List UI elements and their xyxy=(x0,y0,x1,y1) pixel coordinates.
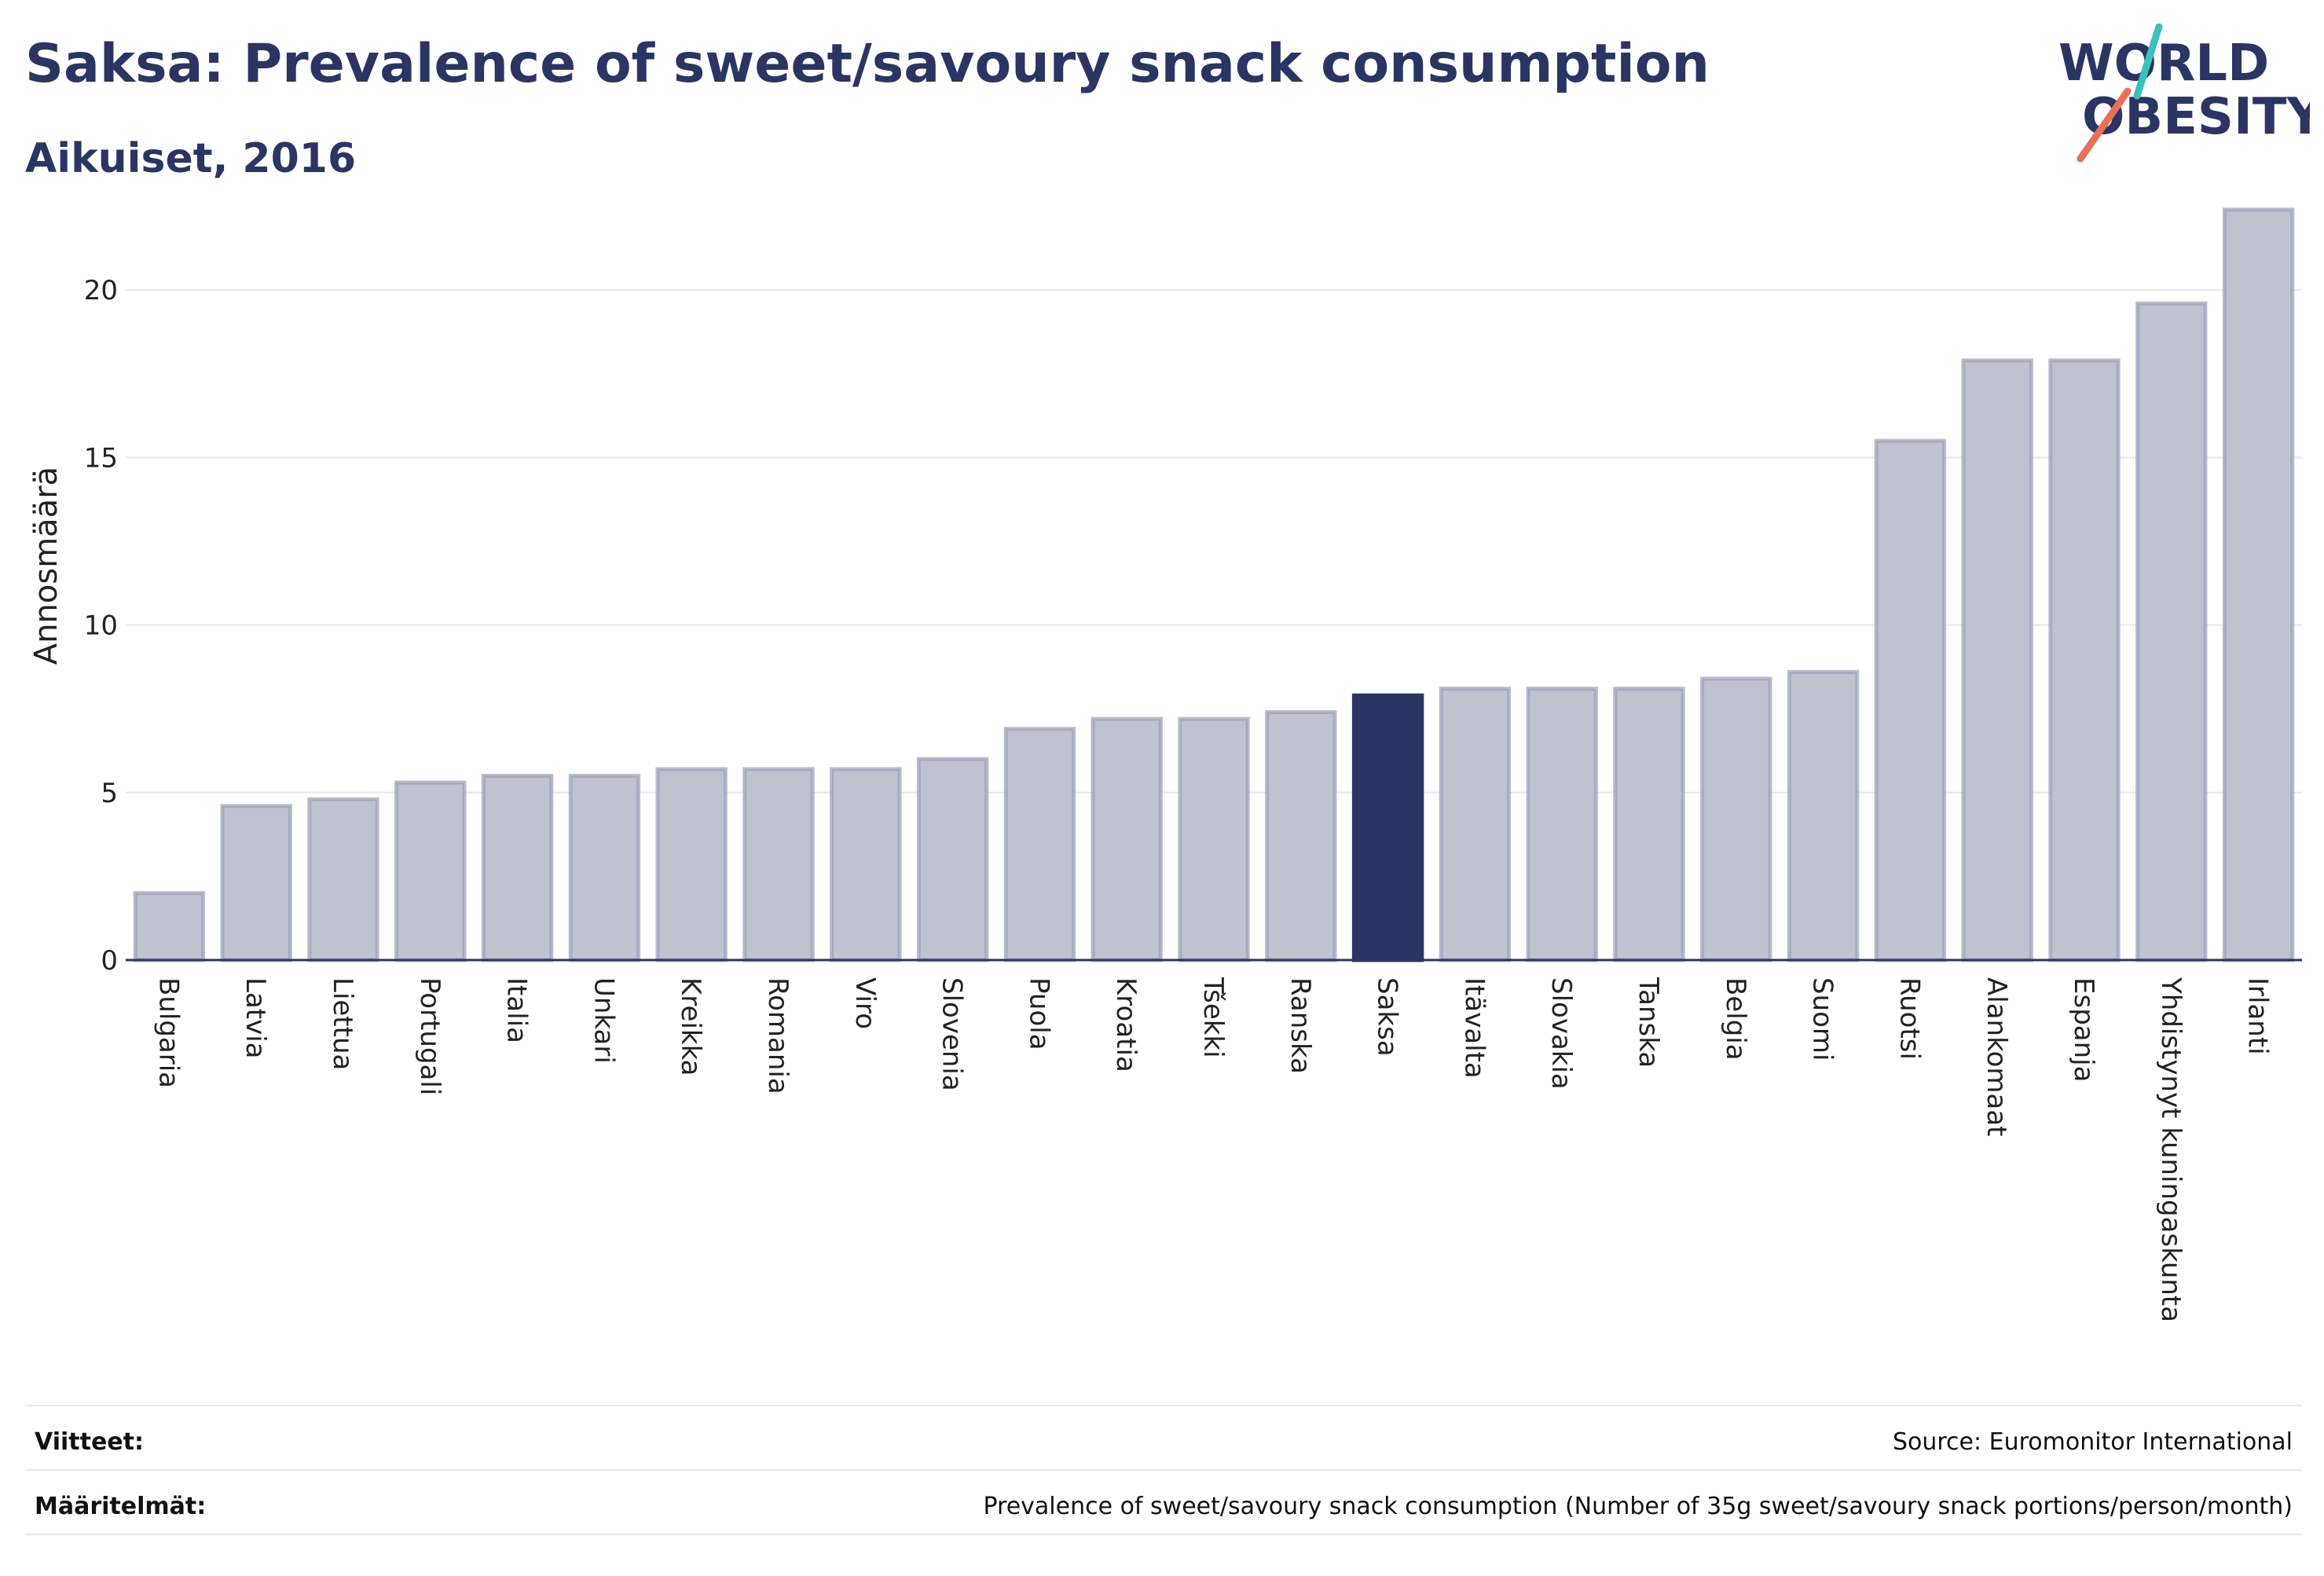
chart-subtitle: Aikuiset, 2016 xyxy=(25,135,357,182)
bar xyxy=(220,804,292,962)
x-tick-label: Ruotsi xyxy=(1893,977,1925,1060)
bar xyxy=(133,891,206,962)
bar xyxy=(394,780,467,962)
logo-slash-coral xyxy=(2077,87,2132,163)
y-tick-label: 0 xyxy=(101,945,118,977)
x-tick-label: Kroatia xyxy=(1110,977,1142,1072)
bar xyxy=(916,757,989,962)
x-tick-label: Suomi xyxy=(1807,977,1838,1061)
x-tick-label: Tanska xyxy=(1633,977,1664,1068)
y-tick-label: 15 xyxy=(84,442,118,474)
x-tick-label: Slovakia xyxy=(1545,977,1577,1090)
x-tick-label: Alankomaat xyxy=(1981,977,2012,1137)
x-tick-label: Itävalta xyxy=(1458,977,1490,1079)
y-tick-label: 10 xyxy=(84,610,118,642)
x-tick-label: Puola xyxy=(1023,977,1054,1050)
bar xyxy=(1265,709,1337,962)
x-tick-label: Ranska xyxy=(1285,977,1316,1074)
x-tick-label: Romania xyxy=(762,977,794,1094)
x-tick-label: Liettua xyxy=(327,977,358,1070)
definitions-value: Prevalence of sweet/savoury snack consum… xyxy=(983,1493,2293,1520)
x-tick-label: Viro xyxy=(849,977,881,1029)
footer-divider-top xyxy=(25,1405,2302,1406)
y-axis-label: Annosmäärä xyxy=(28,467,64,665)
x-tick-label: Slovenia xyxy=(937,977,968,1091)
x-tick-label: Saksa xyxy=(1372,977,1403,1057)
bar xyxy=(1613,687,1685,962)
x-tick-label: Espanja xyxy=(2068,977,2099,1082)
x-tick-label: Unkari xyxy=(588,977,619,1064)
x-tick-label: Italia xyxy=(501,977,533,1043)
bar xyxy=(481,773,554,962)
x-axis-labels: Bulgaria Latvia Liettua Portugali Italia Unka… xyxy=(152,977,2273,1322)
references-value: Source: Euromonitor International xyxy=(1892,1428,2293,1456)
chart-title: Saksa: Prevalence of sweet/savoury snack… xyxy=(25,33,1710,95)
footer-divider-bottom xyxy=(25,1534,2302,1535)
x-tick-label: Belgia xyxy=(1720,977,1751,1061)
bar xyxy=(2048,358,2121,962)
y-axis-ticks: 0 5 10 15 20 xyxy=(84,275,118,977)
bar-chart: 0 5 10 15 20 Bulgaria Latvia Liettua Portugali I… xyxy=(28,207,2302,1322)
x-tick-label: Portugali xyxy=(414,977,445,1095)
x-tick-label: Kreikka xyxy=(675,977,706,1076)
bar xyxy=(2135,301,2208,962)
y-tick-label: 20 xyxy=(84,275,118,306)
bar xyxy=(307,797,379,962)
bar xyxy=(568,773,641,962)
bar xyxy=(1874,438,1947,962)
logo-slash-teal xyxy=(2133,24,2163,100)
world-obesity-logo: WORLD OBESITY xyxy=(2058,24,2310,163)
bar xyxy=(1787,669,1860,962)
x-tick-label: Latvia xyxy=(240,977,271,1059)
bar xyxy=(830,767,902,962)
bar xyxy=(1003,727,1076,962)
bar xyxy=(1961,358,2033,962)
x-tick-label: Tšekki xyxy=(1197,977,1229,1058)
bar xyxy=(655,767,728,962)
footer-divider-middle xyxy=(25,1469,2302,1471)
x-tick-label: Yhdistynyt kuningaskunta xyxy=(2155,977,2187,1322)
y-tick-label: 5 xyxy=(101,778,118,809)
bar xyxy=(1526,687,1598,962)
references-label: Viitteet: xyxy=(35,1428,144,1456)
bar xyxy=(1700,676,1772,962)
bar xyxy=(1439,687,1512,962)
bar xyxy=(1178,717,1250,962)
bars xyxy=(133,207,2295,962)
logo-world-text: WORLD xyxy=(2058,35,2269,93)
definitions-label: Määritelmät: xyxy=(35,1493,207,1520)
bar xyxy=(2222,207,2295,962)
x-tick-label: Irlanti xyxy=(2242,977,2274,1055)
bar-highlight xyxy=(1351,693,1424,962)
bar xyxy=(1091,717,1163,962)
x-tick-label: Bulgaria xyxy=(152,977,184,1088)
bar xyxy=(742,767,815,962)
